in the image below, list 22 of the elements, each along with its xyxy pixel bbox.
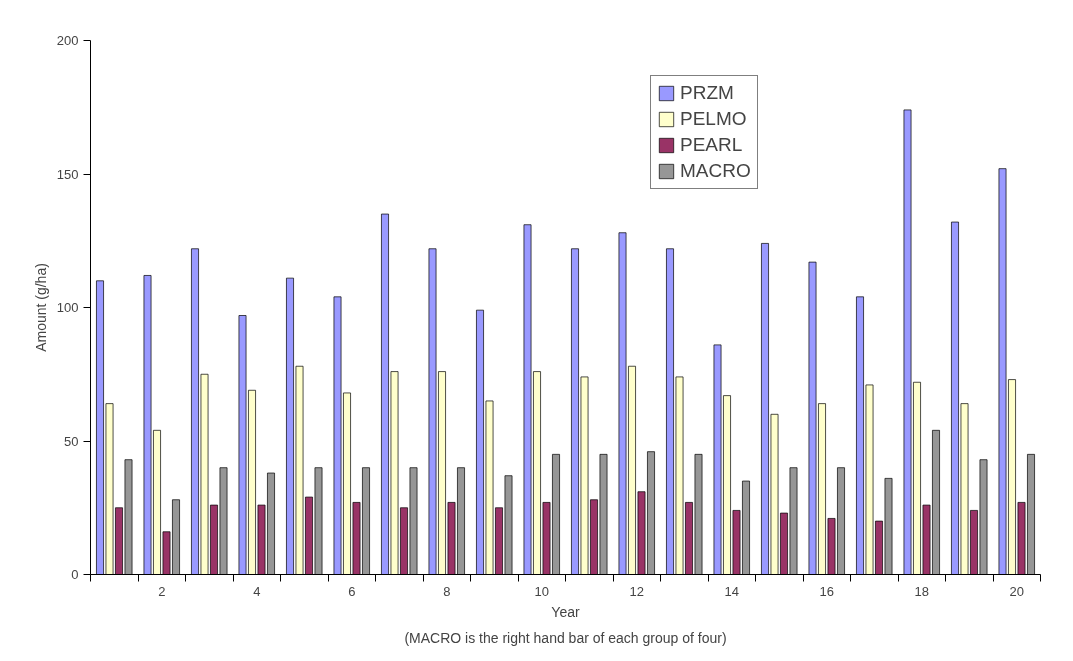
legend-label: PELMO bbox=[680, 108, 747, 130]
legend-label: PRZM bbox=[680, 82, 734, 104]
y-tick-label: 0 bbox=[71, 567, 79, 582]
x-tick-label: 16 bbox=[819, 583, 834, 599]
x-tick-label: 10 bbox=[534, 583, 549, 599]
x-tick-label: 20 bbox=[1009, 583, 1024, 599]
x-axis-title: Year bbox=[551, 603, 580, 620]
y-tick-label: 200 bbox=[56, 33, 79, 48]
y-tick-label: 100 bbox=[56, 300, 79, 315]
text: (MACRO is the right hand bar of each group of four) bbox=[404, 629, 727, 646]
y-tick-label: 150 bbox=[56, 166, 79, 182]
legend-label: MACRO bbox=[680, 160, 751, 182]
x-tick-label: 2 bbox=[158, 583, 166, 599]
x-tick-label: 8 bbox=[443, 583, 451, 599]
y-axis-title: Amount (g/ha) bbox=[32, 263, 49, 352]
legend-label: PEARL bbox=[680, 134, 743, 156]
x-tick-label: 18 bbox=[914, 583, 929, 599]
x-tick-label: 12 bbox=[629, 583, 644, 599]
x-tick-label: 4 bbox=[253, 583, 261, 599]
x-tick-label: 14 bbox=[724, 583, 739, 599]
y-tick-label: 50 bbox=[64, 433, 79, 449]
x-tick-label: 6 bbox=[348, 583, 356, 599]
